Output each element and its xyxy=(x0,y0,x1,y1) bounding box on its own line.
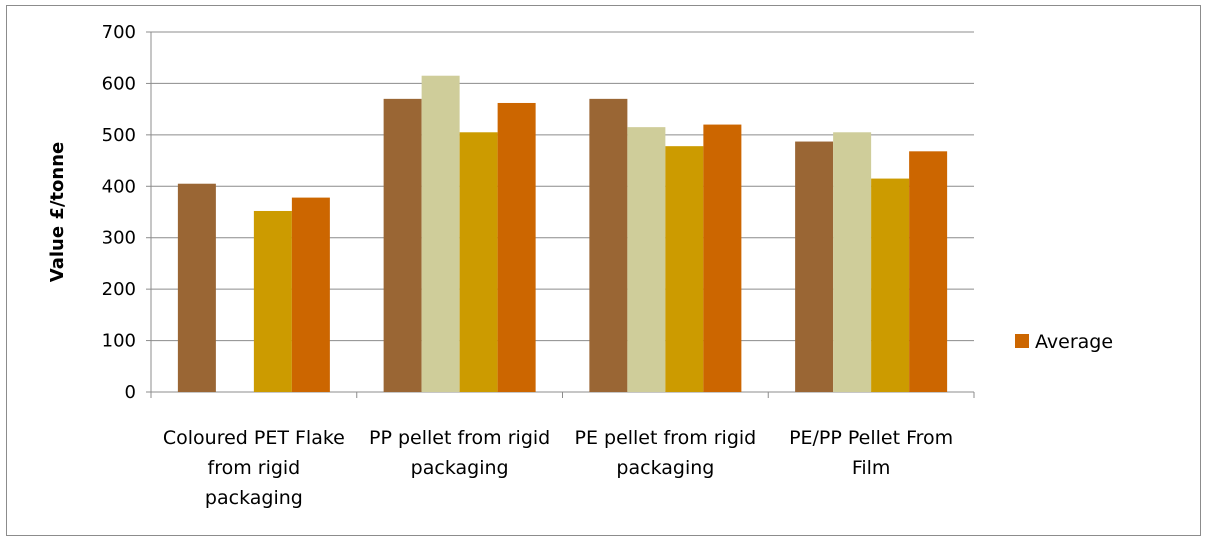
bar xyxy=(497,102,536,392)
bar xyxy=(589,98,628,392)
legend-swatch xyxy=(1015,334,1029,348)
x-category-label: packaging xyxy=(616,457,714,479)
y-tick-label: 500 xyxy=(102,125,136,146)
bar xyxy=(627,127,666,393)
y-tick-label: 0 xyxy=(125,382,136,403)
bar xyxy=(291,197,330,392)
y-tick-label: 700 xyxy=(102,22,136,43)
x-category-label: packaging xyxy=(205,487,303,509)
bar xyxy=(833,132,872,393)
y-tick-label: 600 xyxy=(102,73,136,94)
bar xyxy=(795,141,834,392)
bar xyxy=(253,210,292,392)
y-axis-label: Value £/tonne xyxy=(47,142,68,282)
bar xyxy=(703,124,742,393)
bar xyxy=(383,98,422,392)
bar xyxy=(871,178,910,392)
x-category-label: Film xyxy=(852,457,891,479)
y-tick-label: 300 xyxy=(102,228,136,249)
x-category-label: PE/PP Pellet From xyxy=(789,427,953,449)
bar xyxy=(665,146,704,392)
x-category-label: from rigid xyxy=(208,457,301,479)
bar xyxy=(421,75,460,392)
y-tick-label: 400 xyxy=(102,176,136,197)
y-tick-label: 100 xyxy=(102,331,136,352)
x-category-label: PE pellet from rigid xyxy=(575,427,757,449)
x-category-label: PP pellet from rigid xyxy=(369,427,550,449)
legend-label: Average xyxy=(1035,331,1113,353)
y-tick-label: 200 xyxy=(102,279,136,300)
x-category-label: Coloured PET Flake xyxy=(163,427,345,449)
bar xyxy=(459,132,498,393)
x-category-label: packaging xyxy=(411,457,509,479)
bar xyxy=(177,183,216,392)
bar xyxy=(909,151,948,392)
